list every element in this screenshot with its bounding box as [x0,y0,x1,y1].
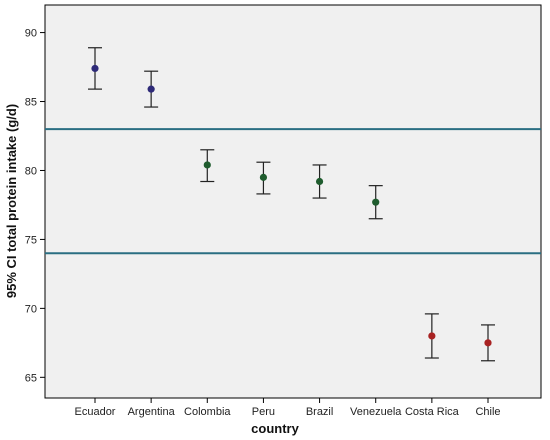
y-tick-label: 65 [25,372,37,384]
x-tick-label: Ecuador [75,406,116,418]
x-tick-label: Colombia [184,406,231,418]
x-tick-label: Brazil [306,406,334,418]
y-tick-label: 80 [25,165,37,177]
y-axis-title: 95% CI total protein intake (g/d) [4,104,19,298]
mean-point [91,64,99,73]
mean-point [428,332,436,340]
reference-lines [45,128,541,255]
x-tick-label: Chile [475,406,500,418]
x-axis-ticks: Ecuador Argentina Colombia Peru Brazil Venezu… [75,398,501,418]
x-tick-label: Venezuela [350,406,402,418]
y-axis-ticks: 65 70 75 80 85 90 [25,28,45,384]
mean-points [91,64,492,347]
mean-point [315,177,324,186]
mean-point [484,339,492,347]
mean-point [372,198,380,206]
plot-area [44,4,542,399]
x-tick-label: Argentina [128,406,176,418]
y-tick-label: 85 [25,97,37,109]
mean-point [203,161,211,169]
mean-point [259,173,268,181]
x-axis-title: country [251,421,299,436]
y-tick-label: 70 [25,303,37,315]
y-tick-label: 90 [25,28,37,40]
mean-point [147,85,155,93]
x-tick-label: Costa Rica [405,406,460,418]
x-tick-label: Peru [252,406,275,418]
y-tick-label: 75 [25,234,37,246]
